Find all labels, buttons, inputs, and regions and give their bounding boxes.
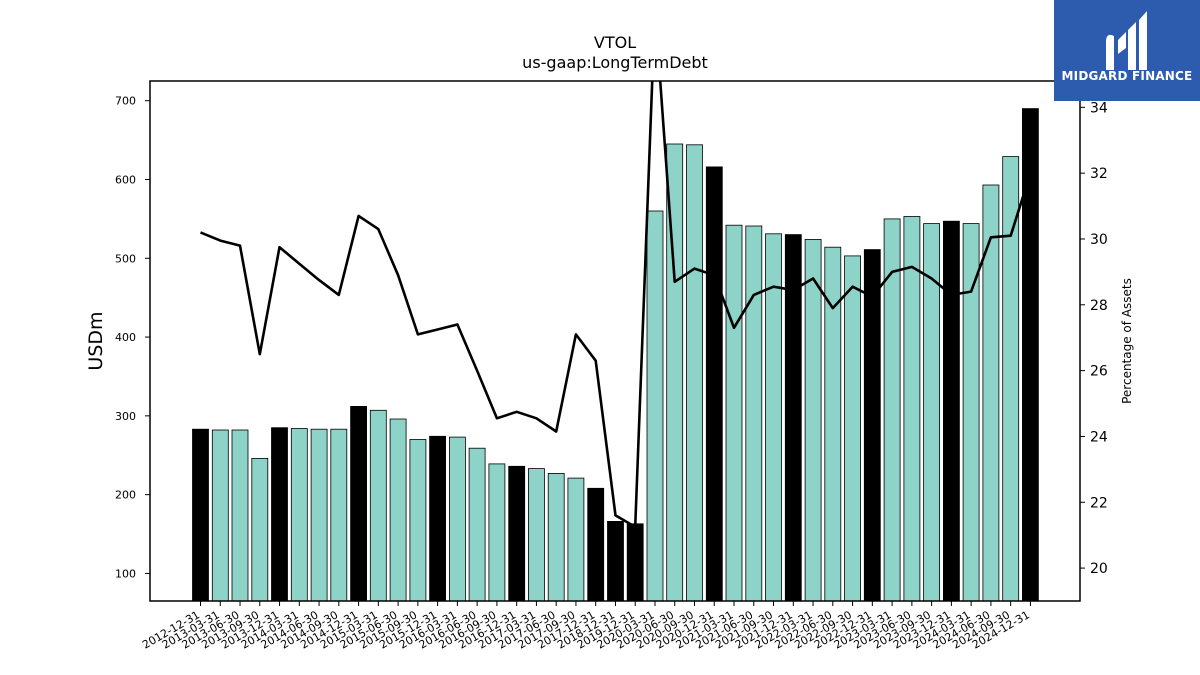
bar-2013-12-31 bbox=[271, 427, 288, 602]
y-tick-label: 600 bbox=[115, 173, 136, 186]
line-group bbox=[200, 81, 1032, 529]
y2-tick-label: 26 bbox=[1090, 364, 1108, 380]
bar-2024-03-31 bbox=[962, 223, 980, 602]
y-tick-label: 300 bbox=[115, 410, 136, 423]
y-axis-label: USDm bbox=[85, 311, 107, 370]
y2-tick-label: 22 bbox=[1090, 495, 1108, 511]
bar-2019-12-31 bbox=[626, 523, 644, 602]
bar-2022-12-31 bbox=[863, 249, 881, 602]
y-tick-label: 700 bbox=[115, 95, 136, 108]
bar-2017-03-31 bbox=[528, 468, 545, 602]
y2-tick-label: 28 bbox=[1090, 298, 1108, 314]
bar-2012-12-31 bbox=[192, 428, 209, 602]
bar-2020-09-30 bbox=[686, 144, 703, 602]
y-tick-label: 400 bbox=[115, 331, 136, 344]
y2-tick-label: 32 bbox=[1090, 166, 1108, 182]
bar-2016-12-31 bbox=[508, 465, 526, 602]
bar-2023-09-30 bbox=[923, 223, 940, 602]
bar-2024-12-31 bbox=[1022, 108, 1039, 602]
brand-logo: MIDGARD FINANCE bbox=[1054, 0, 1200, 101]
y2-tick-label: 34 bbox=[1090, 100, 1108, 116]
bar-2013-09-30 bbox=[251, 457, 269, 602]
bar-2016-06-30 bbox=[468, 447, 486, 602]
y2-axis-label: Percentage of Assets bbox=[1120, 278, 1134, 404]
bar-2021-06-30 bbox=[745, 225, 763, 602]
y2-tick-label: 30 bbox=[1090, 232, 1108, 248]
bar-2018-12-31 bbox=[607, 521, 624, 602]
bar-2014-09-30 bbox=[330, 428, 348, 602]
y-tick-label: 100 bbox=[115, 567, 136, 580]
bar-2015-03-31 bbox=[369, 409, 387, 602]
bar-2024-09-30 bbox=[1002, 156, 1020, 602]
chart-subtitle: us-gaap:LongTermDebt bbox=[522, 53, 708, 72]
bar-2023-12-31 bbox=[943, 220, 960, 602]
percentage-line bbox=[200, 81, 1032, 529]
y2-tick-label: 24 bbox=[1090, 429, 1108, 445]
chart-title: VTOL bbox=[594, 33, 636, 52]
midgard-m-logo-icon bbox=[1106, 11, 1147, 70]
bar-2023-06-30 bbox=[903, 216, 921, 602]
bar-2015-09-30 bbox=[409, 439, 427, 602]
bar-2015-12-31 bbox=[429, 435, 447, 602]
bar-2023-03-31 bbox=[883, 218, 901, 602]
brand-name: MIDGARD FINANCE bbox=[1061, 69, 1193, 83]
bar-2014-06-30 bbox=[310, 428, 328, 602]
bar-2017-12-31 bbox=[587, 487, 605, 602]
bars-group bbox=[192, 108, 1039, 602]
bar-2024-06-30 bbox=[982, 184, 1000, 602]
y-tick-label: 500 bbox=[115, 252, 136, 265]
y2-tick-label: 20 bbox=[1090, 561, 1108, 577]
bar-2015-06-30 bbox=[389, 418, 407, 602]
bar-2022-03-31 bbox=[804, 238, 822, 602]
bar-2017-09-30 bbox=[567, 477, 585, 602]
bar-2016-09-30 bbox=[488, 463, 506, 602]
bar-2014-03-31 bbox=[290, 428, 308, 602]
bar-2021-03-31 bbox=[725, 224, 743, 602]
bar-2013-06-30 bbox=[231, 429, 249, 602]
y-tick-label: 200 bbox=[115, 489, 136, 502]
bar-2022-09-30 bbox=[844, 255, 861, 602]
bar-2020-03-31 bbox=[646, 210, 664, 602]
bar-2020-12-31 bbox=[705, 166, 723, 602]
bar-2016-03-31 bbox=[448, 436, 466, 602]
bar-2014-12-31 bbox=[350, 405, 368, 602]
bar-2013-03-31 bbox=[211, 429, 229, 602]
axes-group: 1002003004005006007002022242628303234201… bbox=[115, 80, 1108, 652]
bar-2017-06-30 bbox=[547, 472, 565, 602]
